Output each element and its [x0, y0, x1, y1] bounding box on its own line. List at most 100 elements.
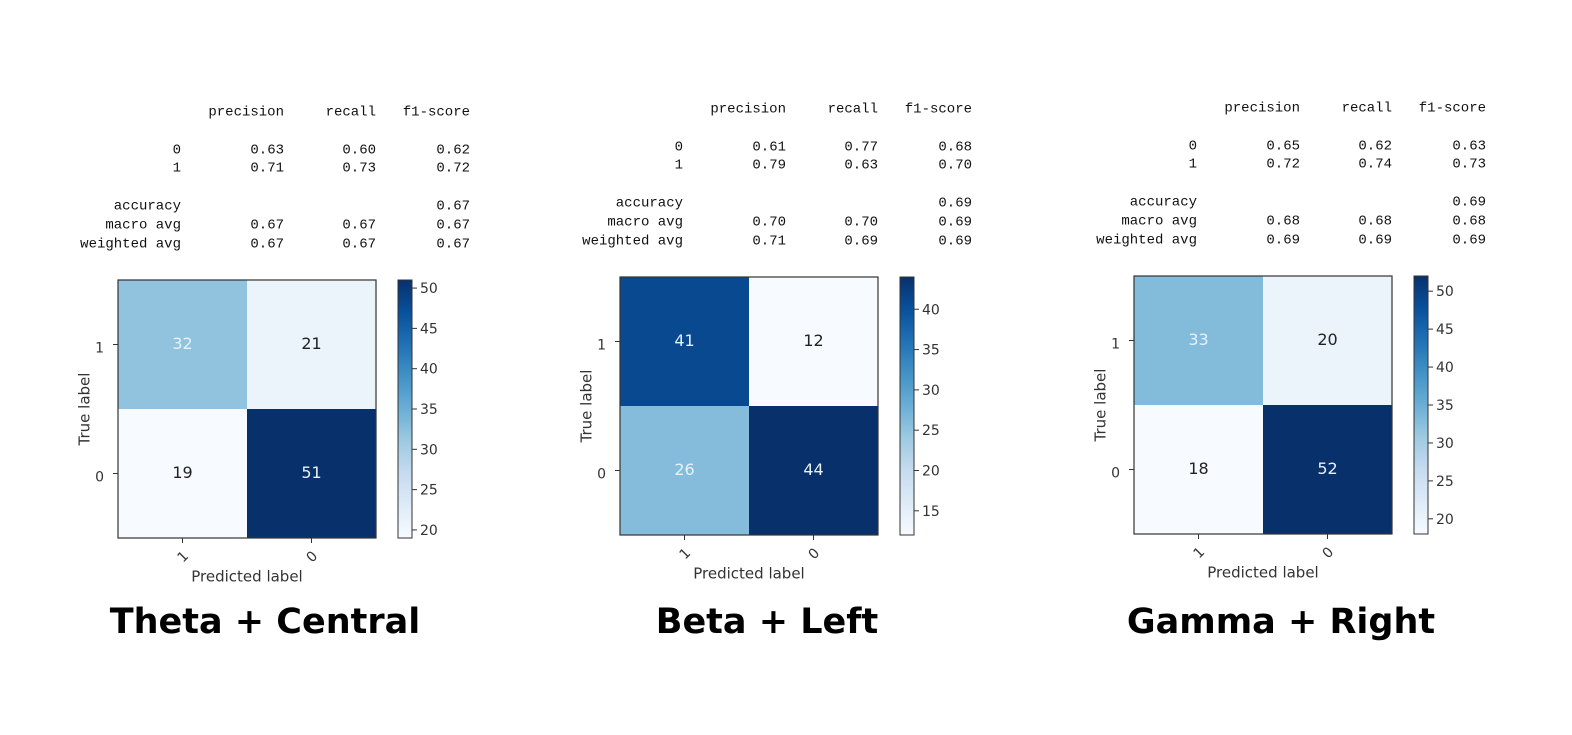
- colorbar-tick-label: 45: [1436, 322, 1454, 338]
- report-cell: 0.69: [938, 196, 972, 212]
- report-header: recall: [1342, 101, 1392, 117]
- report-row-label: weighted avg: [582, 234, 683, 250]
- report-cell: 0.71: [752, 234, 786, 250]
- colorbar-tick-label: 40: [420, 362, 438, 378]
- y-tick-label: 1: [1111, 337, 1120, 353]
- colorbar: [1413, 275, 1429, 535]
- report-cell: 0.74: [1358, 157, 1392, 173]
- matrix-frame: [619, 276, 879, 536]
- colorbar-tick-label: 40: [1436, 360, 1454, 376]
- report-cell: 0.72: [1266, 157, 1300, 173]
- report-header: f1-score: [403, 105, 470, 121]
- report-cell: 0.69: [1452, 195, 1486, 211]
- report-cell: 0.62: [1358, 139, 1392, 155]
- report-cell: 0.67: [436, 237, 470, 253]
- panel-title: Gamma + Right: [1127, 602, 1435, 642]
- matrix-frame: [1133, 275, 1393, 535]
- colorbar-tick-label: 25: [420, 483, 438, 499]
- colorbar-tick-label: 35: [922, 343, 940, 359]
- y-tick-label: 0: [95, 470, 104, 486]
- cell-value: 21: [301, 334, 321, 353]
- report-cell: 0.63: [844, 158, 878, 174]
- matrix-cell: [620, 406, 749, 535]
- report-row-label: 0: [173, 143, 181, 159]
- report-cell: 0.61: [752, 140, 786, 156]
- report-cell: 0.69: [938, 234, 972, 250]
- matrix-cell: [1134, 405, 1263, 534]
- matrix-frame: [117, 279, 377, 539]
- colorbar-tick-label: 20: [1436, 512, 1454, 528]
- report-cell: 0.63: [1452, 139, 1486, 155]
- report-row-label: macro avg: [607, 215, 683, 231]
- report-row-label: accuracy: [114, 199, 181, 215]
- colorbar-tick-label: 45: [420, 321, 438, 337]
- colorbar-tick-label: 20: [922, 464, 940, 480]
- matrix-cell: [1263, 276, 1392, 405]
- report-cell: 0.67: [250, 218, 284, 234]
- matrix-cell: [118, 409, 247, 538]
- report-cell: 0.69: [1452, 233, 1486, 249]
- report-header: precision: [710, 102, 786, 118]
- report-cell: 0.72: [436, 161, 470, 177]
- y-tick-label: 0: [597, 467, 606, 483]
- colorbar-tick-label: 15: [922, 504, 940, 520]
- colorbar-tick-label: 40: [922, 302, 940, 318]
- report-row-label: accuracy: [1130, 195, 1197, 211]
- report-row-label: weighted avg: [80, 237, 181, 253]
- cell-value: 52: [1317, 459, 1337, 478]
- report-cell: 0.60: [342, 143, 376, 159]
- report-header: recall: [828, 102, 878, 118]
- cell-value: 33: [1188, 330, 1208, 349]
- colorbar: [899, 276, 915, 536]
- report-cell: 0.68: [1358, 214, 1392, 230]
- classification-report: precision recall f1-score 0 0.63 0.60 0.62 1 0.7…: [80, 105, 470, 253]
- cell-value: 18: [1188, 459, 1208, 478]
- colorbar-tick-label: 20: [420, 523, 438, 539]
- colorbar-tick-label: 35: [1436, 398, 1454, 414]
- report-cell: 0.69: [1266, 233, 1300, 249]
- report-cell: 0.67: [436, 218, 470, 234]
- report-cell: 0.79: [752, 158, 786, 174]
- y-tick-label: 1: [597, 338, 606, 354]
- report-header: precision: [1224, 101, 1300, 117]
- report-cell: 0.69: [1358, 233, 1392, 249]
- y-axis-label: True label: [578, 370, 596, 444]
- cell-value: 20: [1317, 330, 1337, 349]
- colorbar-tick-label: 30: [420, 442, 438, 458]
- colorbar-tick-label: 35: [420, 402, 438, 418]
- x-axis-label: Predicted label: [191, 568, 302, 586]
- report-cell: 0.67: [342, 237, 376, 253]
- matrix-cell: [1134, 276, 1263, 405]
- colorbar-tick-label: 30: [1436, 436, 1454, 452]
- y-axis-label: True label: [76, 373, 94, 447]
- classification-report: precision recall f1-score 0 0.61 0.77 0.68 1 0.7…: [582, 102, 972, 250]
- report-cell: 0.70: [938, 158, 972, 174]
- report-row-label: 1: [675, 158, 683, 174]
- panel: precision recall f1-score 0 0.61 0.77 0.68 1 0.7…: [578, 102, 973, 642]
- report-cell: 0.68: [1266, 214, 1300, 230]
- panel-title: Theta + Central: [110, 602, 421, 642]
- report-header: f1-score: [905, 102, 972, 118]
- panel: precision recall f1-score 0 0.63 0.60 0.62 1 0.7…: [76, 105, 471, 642]
- matrix-cell: [749, 277, 878, 406]
- matrix-cell: [118, 280, 247, 409]
- report-header: precision: [208, 105, 284, 121]
- report-cell: 0.67: [250, 237, 284, 253]
- report-cell: 0.73: [1452, 157, 1486, 173]
- report-header: recall: [326, 105, 376, 121]
- report-row-label: macro avg: [1121, 214, 1197, 230]
- colorbar-tick-label: 30: [922, 383, 940, 399]
- classification-report: precision recall f1-score 0 0.65 0.62 0.63 1 0.7…: [1096, 101, 1486, 249]
- colorbar: [397, 279, 413, 539]
- report-row-label: weighted avg: [1096, 233, 1197, 249]
- report-cell: 0.68: [1452, 214, 1486, 230]
- report-cell: 0.63: [250, 143, 284, 159]
- cell-value: 26: [674, 460, 694, 479]
- x-tick-label: 1: [175, 548, 193, 566]
- report-row-label: 1: [173, 161, 181, 177]
- report-cell: 0.67: [342, 218, 376, 234]
- panel: precision recall f1-score 0 0.65 0.62 0.63 1 0.7…: [1092, 101, 1487, 642]
- matrix-cell: [247, 409, 376, 538]
- x-tick-label: 1: [677, 545, 695, 563]
